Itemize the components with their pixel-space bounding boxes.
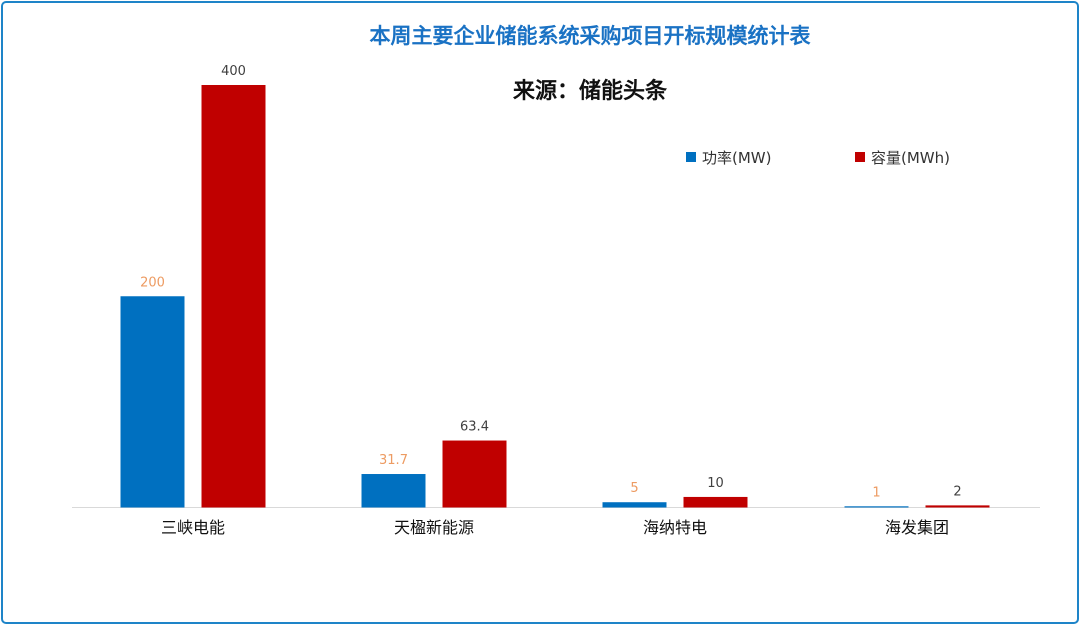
legend-swatch-capacity bbox=[855, 152, 865, 162]
bar-capacity-3 bbox=[925, 505, 990, 508]
chart-subtitle: 来源：储能头条 bbox=[512, 78, 668, 104]
value-label-capacity-2: 10 bbox=[707, 476, 724, 491]
category-label-3: 海发集团 bbox=[885, 518, 949, 537]
bar-capacity-2 bbox=[683, 496, 748, 508]
value-labels-group: 200 31.7 5 1 400 63.4 10 2 bbox=[140, 64, 962, 500]
value-label-capacity-3: 2 bbox=[953, 484, 961, 499]
bar-power-3 bbox=[844, 506, 909, 508]
bar-power-0 bbox=[120, 296, 185, 508]
category-label-2: 海纳特电 bbox=[643, 518, 707, 537]
bars-group bbox=[120, 85, 990, 508]
category-label-0: 三峡电能 bbox=[161, 518, 225, 537]
bar-capacity-0 bbox=[201, 85, 266, 508]
value-label-power-1: 31.7 bbox=[379, 453, 408, 468]
value-label-power-2: 5 bbox=[630, 481, 638, 496]
bar-capacity-1 bbox=[442, 440, 507, 508]
legend: 功率(MW) 容量(MWh) bbox=[686, 149, 950, 167]
legend-label-capacity: 容量(MWh) bbox=[871, 149, 950, 167]
value-label-power-0: 200 bbox=[140, 275, 165, 290]
bar-power-2 bbox=[602, 502, 667, 508]
value-label-power-3: 1 bbox=[872, 485, 880, 500]
chart-title: 本周主要企业储能系统采购项目开标规模统计表 bbox=[370, 24, 812, 48]
legend-swatch-power bbox=[686, 152, 696, 162]
value-label-capacity-1: 63.4 bbox=[460, 420, 489, 435]
category-labels: 三峡电能 天楹新能源 海纳特电 海发集团 bbox=[161, 518, 949, 537]
bar-power-1 bbox=[361, 474, 426, 508]
legend-label-power: 功率(MW) bbox=[702, 149, 771, 167]
value-label-capacity-0: 400 bbox=[221, 64, 246, 79]
category-label-1: 天楹新能源 bbox=[394, 518, 474, 537]
